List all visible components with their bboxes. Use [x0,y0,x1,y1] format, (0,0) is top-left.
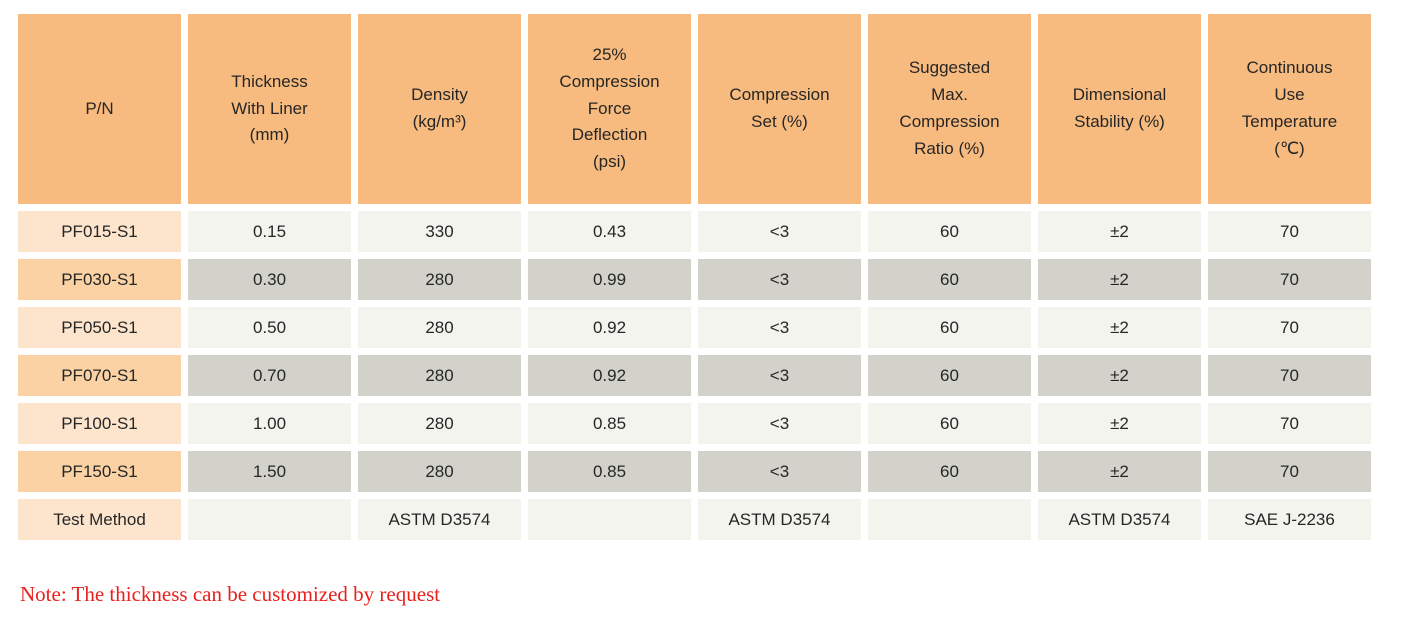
data-cell: <3 [698,259,861,300]
data-cell: 330 [358,211,521,252]
data-cell: 70 [1208,355,1371,396]
data-cell: 0.92 [528,355,691,396]
table-row-pf070: PF070-S1 0.70 280 0.92 <3 60 ±2 70 [18,355,1371,396]
data-cell: <3 [698,451,861,492]
data-cell: ±2 [1038,211,1201,252]
data-cell: 280 [358,307,521,348]
data-cell: 1.50 [188,451,351,492]
pn-cell: PF030-S1 [18,259,181,300]
pn-cell: Test Method [18,499,181,540]
data-cell: 70 [1208,307,1371,348]
header-density: Density (kg/m³) [358,14,521,204]
data-cell: 0.99 [528,259,691,300]
data-cell [188,499,351,540]
data-cell: 70 [1208,211,1371,252]
table-row-pf030: PF030-S1 0.30 280 0.99 <3 60 ±2 70 [18,259,1371,300]
data-cell: <3 [698,211,861,252]
data-cell: ±2 [1038,403,1201,444]
pn-cell: PF100-S1 [18,403,181,444]
data-cell: 0.50 [188,307,351,348]
pn-cell: PF015-S1 [18,211,181,252]
data-cell: 280 [358,259,521,300]
data-cell: 0.70 [188,355,351,396]
header-row: P/N Thickness With Liner (mm) Density (k… [18,14,1371,204]
data-cell: ±2 [1038,451,1201,492]
header-compression-set: Compression Set (%) [698,14,861,204]
data-cell: 280 [358,355,521,396]
data-cell: 0.92 [528,307,691,348]
header-compression-force-deflection: 25% Compression Force Deflection (psi) [528,14,691,204]
data-cell: 0.43 [528,211,691,252]
data-cell: 0.85 [528,451,691,492]
header-pn: P/N [18,14,181,204]
header-dimensional-stability: Dimensional Stability (%) [1038,14,1201,204]
data-cell: 70 [1208,259,1371,300]
data-cell: 60 [868,451,1031,492]
table-row-pf150: PF150-S1 1.50 280 0.85 <3 60 ±2 70 [18,451,1371,492]
data-cell: SAE J-2236 [1208,499,1371,540]
data-cell: ASTM D3574 [698,499,861,540]
data-cell: 60 [868,307,1031,348]
pn-cell: PF150-S1 [18,451,181,492]
data-cell: 70 [1208,403,1371,444]
data-cell: 60 [868,211,1031,252]
header-thickness: Thickness With Liner (mm) [188,14,351,204]
data-cell: <3 [698,307,861,348]
data-cell: ±2 [1038,355,1201,396]
pn-cell: PF070-S1 [18,355,181,396]
data-cell: 60 [868,403,1031,444]
spec-table: P/N Thickness With Liner (mm) Density (k… [11,7,1378,547]
data-cell: 0.85 [528,403,691,444]
data-cell: 1.00 [188,403,351,444]
data-cell: ±2 [1038,307,1201,348]
data-cell: 60 [868,259,1031,300]
header-max-compression-ratio: Suggested Max. Compression Ratio (%) [868,14,1031,204]
data-cell: 0.15 [188,211,351,252]
test-method-row: Test Method ASTM D3574 ASTM D3574 ASTM D… [18,499,1371,540]
table-row-pf050: PF050-S1 0.50 280 0.92 <3 60 ±2 70 [18,307,1371,348]
data-cell: 280 [358,451,521,492]
table-row-pf100: PF100-S1 1.00 280 0.85 <3 60 ±2 70 [18,403,1371,444]
note-text: Note: The thickness can be customized by… [20,582,441,606]
data-cell: 60 [868,355,1031,396]
table-row-pf015: PF015-S1 0.15 330 0.43 <3 60 ±2 70 [18,211,1371,252]
pn-cell: PF050-S1 [18,307,181,348]
data-cell: 0.30 [188,259,351,300]
header-continuous-use-temperature: Continuous Use Temperature (℃) [1208,14,1371,204]
data-cell: <3 [698,403,861,444]
data-cell: ASTM D3574 [1038,499,1201,540]
data-cell [528,499,691,540]
data-cell [868,499,1031,540]
data-cell: <3 [698,355,861,396]
data-cell: 280 [358,403,521,444]
data-cell: ±2 [1038,259,1201,300]
data-cell: 70 [1208,451,1371,492]
data-cell: ASTM D3574 [358,499,521,540]
